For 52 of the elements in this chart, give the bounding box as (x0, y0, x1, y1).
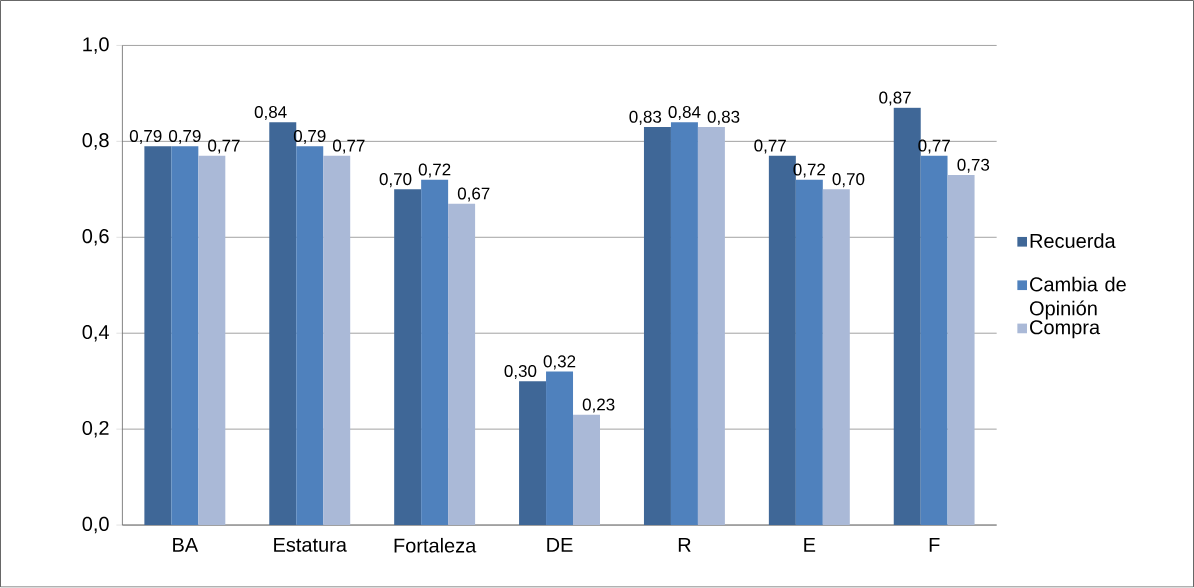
bar (920, 156, 948, 526)
data-label: 0,70 (379, 173, 412, 188)
bar (947, 175, 975, 526)
bar (643, 127, 671, 526)
y-tick-label: 0,2 (82, 421, 109, 438)
x-tick-label: E (804, 538, 816, 552)
x-tick-label: F (929, 538, 940, 552)
y-tick-label: 0,6 (82, 229, 109, 246)
data-label: 0,30 (504, 365, 537, 380)
data-label: 0,84 (254, 106, 287, 121)
bar (670, 122, 698, 526)
x-tick-label: DE (547, 538, 573, 552)
bar (323, 156, 351, 526)
bar (421, 179, 449, 526)
bar (822, 189, 850, 526)
bar (198, 156, 226, 526)
bar (519, 381, 547, 526)
bar (546, 371, 574, 526)
bar (394, 189, 422, 526)
data-label: 0,87 (879, 91, 911, 106)
data-label: 0,83 (707, 111, 740, 126)
data-label: 0,77 (754, 139, 786, 154)
data-label: 0,67 (457, 187, 490, 202)
x-tick-label: BA (173, 538, 199, 552)
bar (448, 203, 476, 526)
bar (296, 146, 324, 526)
data-label: 0,73 (957, 158, 990, 173)
data-label: 0,79 (129, 130, 162, 145)
bar (795, 179, 823, 526)
y-tick-label: 0,8 (82, 133, 109, 150)
legend-label: Recuerda (1030, 233, 1116, 249)
legend-label: Compra (1030, 320, 1101, 339)
data-label: 0,70 (832, 173, 865, 188)
x-tick-label: R (678, 538, 691, 552)
bar (573, 414, 600, 526)
data-label: 0,72 (418, 163, 451, 178)
data-label: 0,32 (543, 355, 576, 370)
data-label: 0,84 (668, 106, 701, 121)
y-tick-label: 0,0 (82, 517, 109, 534)
bar (171, 146, 199, 526)
x-tick-label: Fortaleza (394, 538, 477, 553)
data-label: 0,79 (168, 130, 201, 145)
bar (144, 146, 172, 526)
legend-label: Cambia de Opinión (1029, 277, 1126, 320)
x-tick-label: Estatura (274, 538, 347, 553)
data-label: 0,83 (629, 111, 662, 126)
y-tick-label: 0,4 (82, 325, 109, 342)
data-label: 0,77 (208, 139, 240, 154)
y-tick-label: 1,0 (83, 37, 109, 54)
data-label: 0,77 (332, 139, 365, 154)
bar (697, 127, 725, 526)
data-label: 0,23 (582, 398, 615, 413)
